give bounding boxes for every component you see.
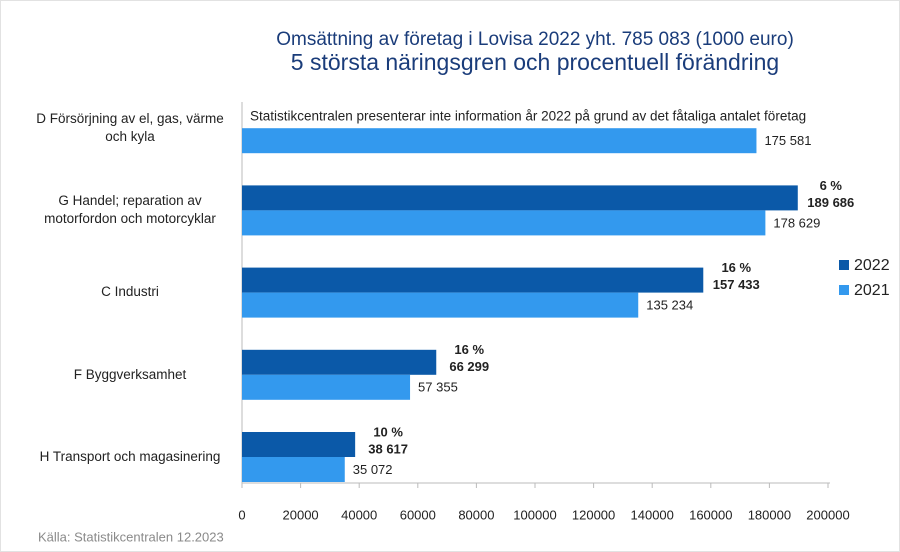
value-label: 57 355 [418, 380, 458, 395]
legend-swatch [839, 285, 849, 295]
change-label: 16 % [721, 260, 751, 275]
category-label-box: G Handel; reparation av motorfordon och … [44, 193, 216, 227]
bar [242, 292, 639, 318]
category-label-box: D Försörjning av el, gas, värme och kyla [36, 110, 224, 145]
category-label-box: C Industri [101, 284, 159, 300]
y-tick-label: F Byggverksamhet [73, 366, 187, 382]
value-label: 38 617 [368, 441, 408, 456]
bar [242, 267, 704, 293]
x-tick-label: 20000 [283, 507, 319, 522]
x-tick-label: 80000 [458, 507, 494, 522]
value-label: 175 581 [764, 133, 811, 148]
bar [242, 457, 345, 482]
y-tick-label: H Transport och magasinering [39, 448, 221, 464]
value-label: 35 072 [353, 462, 393, 477]
category-label-box: H Transport och magasinering [39, 448, 221, 464]
x-tick-label: 160000 [689, 507, 732, 522]
bar [242, 185, 798, 211]
source: Källa: Statistikcentralen 12.2023 [38, 529, 224, 544]
y-tick-label: D Försörjning av el, gas, värme och kyla [36, 110, 224, 145]
value-label: 189 686 [807, 195, 854, 210]
x-tick-label: 60000 [400, 507, 436, 522]
legend-swatch [839, 260, 849, 270]
bar [242, 128, 757, 154]
x-tick-label: 40000 [341, 507, 377, 522]
value-label: 66 299 [449, 359, 489, 374]
change-label: 10 % [373, 424, 403, 439]
x-tick-label: 120000 [572, 507, 615, 522]
x-tick-label: 0 [238, 507, 245, 522]
category-label-box: F Byggverksamhet [73, 366, 187, 382]
annotation: Statistikcentralen presenterar inte info… [250, 109, 806, 124]
x-tick-label: 100000 [513, 507, 556, 522]
value-label: 178 629 [773, 215, 820, 230]
x-tick-label: 140000 [631, 507, 674, 522]
bar [242, 210, 766, 236]
chart-title: Omsättning av företag i Lovisa 2022 yht.… [276, 29, 794, 50]
bar [242, 432, 356, 457]
value-label: 157 433 [713, 277, 760, 292]
change-label: 16 % [454, 342, 484, 357]
x-tick-label: 180000 [748, 507, 791, 522]
bar [242, 349, 437, 375]
bar [242, 374, 411, 400]
legend-label: 2022 [854, 257, 890, 274]
y-tick-label: G Handel; reparation av motorfordon och … [44, 193, 216, 227]
y-tick-label: C Industri [101, 284, 159, 300]
value-label: 135 234 [646, 298, 693, 313]
legend-label: 2021 [854, 282, 890, 299]
x-tick-label: 200000 [806, 507, 849, 522]
chart-subtitle: 5 största näringsgren och procentuell fö… [291, 49, 779, 75]
change-label: 6 % [820, 178, 843, 193]
